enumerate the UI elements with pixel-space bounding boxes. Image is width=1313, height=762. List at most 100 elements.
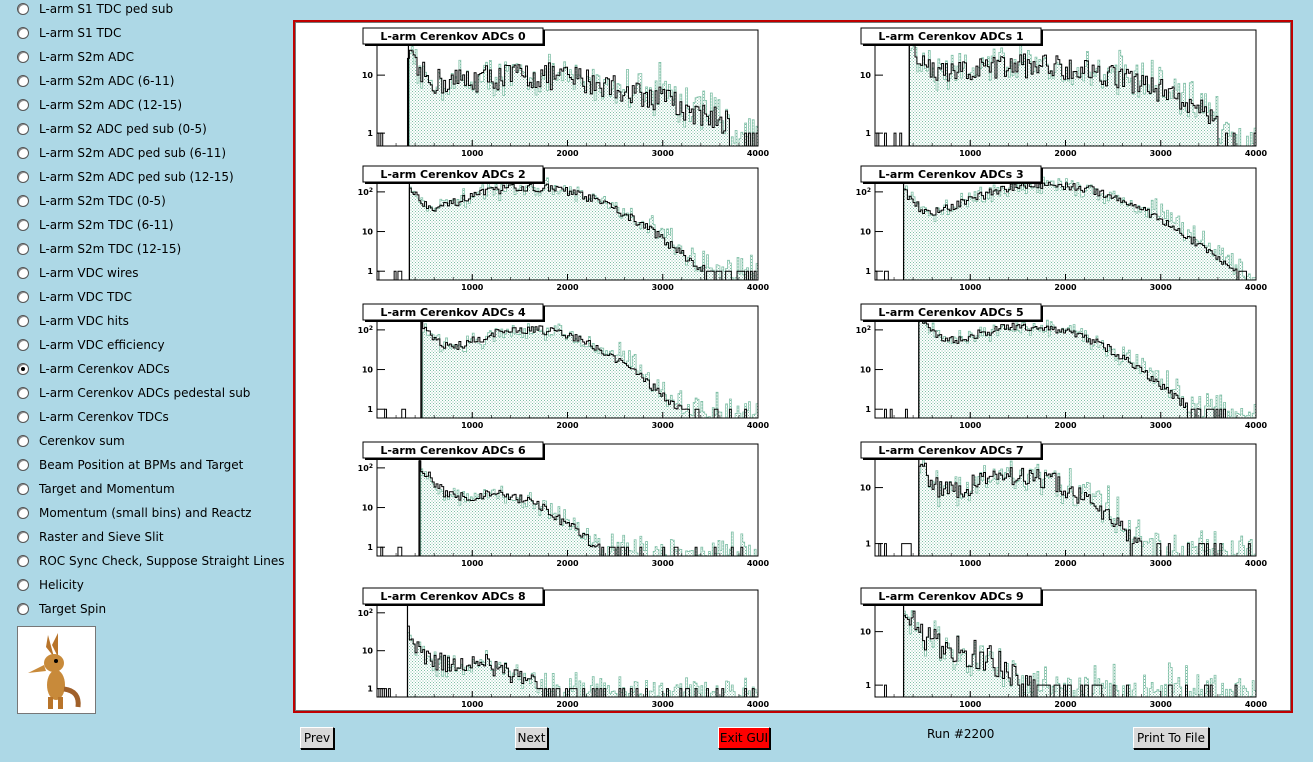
sidebar-item[interactable]: L-arm VDC wires — [17, 262, 138, 284]
x-tick-label: 2000 — [1054, 700, 1077, 709]
radio-button[interactable] — [17, 291, 29, 303]
svg-text:L-arm Cerenkov ADCs 5: L-arm Cerenkov ADCs 5 — [878, 306, 1023, 319]
radio-button[interactable] — [17, 435, 29, 447]
sidebar-item[interactable]: Helicity — [17, 574, 84, 596]
sidebar-item-label: L-arm S1 TDC ped sub — [39, 2, 174, 16]
sidebar-item[interactable]: L-arm S2m ADC ped sub (12-15) — [17, 166, 234, 188]
sidebar-item-label: L-arm S2m ADC — [39, 50, 134, 64]
x-tick-label: 3000 — [1150, 149, 1173, 158]
x-tick-label: 1000 — [461, 421, 484, 430]
x-tick-label: 4000 — [747, 283, 770, 292]
sidebar-item[interactable]: L-arm S2m ADC (6-11) — [17, 70, 174, 92]
exit-gui-button[interactable]: Exit GUI — [718, 727, 770, 749]
radio-button[interactable] — [17, 75, 29, 87]
radio-button[interactable] — [17, 555, 29, 567]
y-tick-label: 10 — [860, 366, 872, 375]
y-tick-label: 10 — [362, 504, 374, 513]
histogram-title: L-arm Cerenkov ADCs 2 — [362, 165, 545, 184]
y-tick-label: 1 — [367, 543, 373, 552]
sidebar-item[interactable]: L-arm S2m ADC — [17, 46, 134, 68]
radio-button[interactable] — [17, 99, 29, 111]
radio-button[interactable] — [17, 315, 29, 327]
radio-button[interactable] — [17, 195, 29, 207]
x-tick-label: 4000 — [747, 421, 770, 430]
data-histogram — [875, 39, 1256, 147]
radio-button[interactable] — [17, 531, 29, 543]
data-histogram — [875, 181, 1256, 281]
radio-button[interactable] — [17, 507, 29, 519]
histogram-title: L-arm Cerenkov ADCs 8 — [362, 587, 545, 606]
svg-text:L-arm Cerenkov ADCs 0: L-arm Cerenkov ADCs 0 — [380, 30, 526, 43]
sidebar-item[interactable]: L-arm S1 TDC — [17, 22, 121, 44]
reference-histogram — [875, 459, 1257, 557]
radio-button[interactable] — [17, 51, 29, 63]
histogram-panel-7: 1000 2000 3000 4000 1 10 L-arm Cerenkov ADCs 7 — [860, 441, 1268, 568]
sidebar-item[interactable]: Target Spin — [17, 598, 106, 620]
x-tick-label: 1000 — [959, 421, 982, 430]
radio-button[interactable] — [17, 603, 29, 615]
sidebar-item-label: L-arm S2m TDC (12-15) — [39, 242, 182, 256]
x-tick-label: 2000 — [556, 283, 579, 292]
sidebar-item[interactable]: L-arm Cerenkov TDCs — [17, 406, 169, 428]
print-to-file-button[interactable]: Print To File — [1133, 727, 1209, 749]
y-tick-label: 10 — [362, 228, 374, 237]
radio-button[interactable] — [17, 3, 29, 15]
y-tick-label: 102 — [856, 325, 871, 335]
x-tick-label: 4000 — [1245, 421, 1268, 430]
sidebar-item[interactable]: L-arm VDC efficiency — [17, 334, 165, 356]
histogram-title: L-arm Cerenkov ADCs 9 — [860, 587, 1043, 606]
sidebar-item[interactable]: L-arm S2 ADC ped sub (0-5) — [17, 118, 207, 140]
x-tick-label: 1000 — [959, 559, 982, 568]
radio-button[interactable] — [17, 387, 29, 399]
radio-button[interactable] — [17, 27, 29, 39]
sidebar-item[interactable]: L-arm VDC TDC — [17, 286, 132, 308]
sidebar-item[interactable]: L-arm S1 TDC ped sub — [17, 0, 173, 20]
data-histogram — [377, 49, 758, 147]
radio-button[interactable] — [17, 123, 29, 135]
sidebar-item[interactable]: L-arm S2m ADC (12-15) — [17, 94, 182, 116]
sidebar-item-label: L-arm Cerenkov TDCs — [39, 410, 169, 424]
sidebar-item[interactable]: Target and Momentum — [17, 478, 175, 500]
sidebar-item[interactable]: L-arm S2m ADC ped sub (6-11) — [17, 142, 226, 164]
radio-button[interactable] — [17, 579, 29, 591]
x-tick-label: 1000 — [461, 559, 484, 568]
data-histogram — [377, 625, 758, 698]
sidebar-item[interactable]: Raster and Sieve Slit — [17, 526, 164, 548]
next-button[interactable]: Next — [515, 727, 548, 749]
sidebar-item[interactable]: ROC Sync Check, Suppose Straight Lines — [17, 550, 284, 572]
y-tick-label: 1 — [865, 681, 871, 690]
sidebar-item[interactable]: Beam Position at BPMs and Target — [17, 454, 243, 476]
radio-button[interactable] — [17, 411, 29, 423]
sidebar-item-label: L-arm S2m ADC (6-11) — [39, 74, 175, 88]
radio-button[interactable] — [17, 171, 29, 183]
radio-button[interactable] — [17, 267, 29, 279]
histogram-panel-9: 1000 2000 3000 4000 1 10 L-arm Cerenkov ADCs 9 — [860, 587, 1268, 709]
sidebar-item[interactable]: Cerenkov sum — [17, 430, 125, 452]
sidebar-item-label: Beam Position at BPMs and Target — [39, 458, 244, 472]
sidebar-item[interactable]: L-arm S2m TDC (0-5) — [17, 190, 166, 212]
radio-button[interactable] — [17, 339, 29, 351]
radio-button[interactable] — [17, 243, 29, 255]
y-tick-label: 1 — [367, 267, 373, 276]
radio-button[interactable] — [17, 147, 29, 159]
y-tick-label: 10 — [362, 71, 374, 80]
x-tick-label: 4000 — [747, 700, 770, 709]
sidebar-item[interactable]: L-arm S2m TDC (6-11) — [17, 214, 174, 236]
sidebar-item[interactable]: L-arm S2m TDC (12-15) — [17, 238, 181, 260]
radio-button[interactable] — [17, 363, 29, 375]
sidebar-item-label: Target Spin — [39, 602, 107, 616]
prev-button[interactable]: Prev — [300, 727, 334, 749]
x-tick-label: 4000 — [1245, 149, 1268, 158]
sidebar-item[interactable]: L-arm VDC hits — [17, 310, 129, 332]
radio-button[interactable] — [17, 483, 29, 495]
data-histogram — [377, 319, 758, 419]
histogram-panel-2: 1000 2000 3000 4000 1 10 102 L-arm Cerenkov ADC… — [358, 165, 770, 292]
radio-button[interactable] — [17, 459, 29, 471]
sidebar-item[interactable]: Momentum (small bins) and Reactz — [17, 502, 251, 524]
sidebar-item-label: L-arm S1 TDC — [39, 26, 122, 40]
histogram-panel-4: 1000 2000 3000 4000 1 10 102 L-arm Cerenkov ADC… — [358, 303, 770, 430]
sidebar-item[interactable]: L-arm Cerenkov ADCs — [17, 358, 170, 380]
x-tick-label: 3000 — [652, 700, 675, 709]
sidebar-item[interactable]: L-arm Cerenkov ADCs pedestal sub — [17, 382, 250, 404]
radio-button[interactable] — [17, 219, 29, 231]
